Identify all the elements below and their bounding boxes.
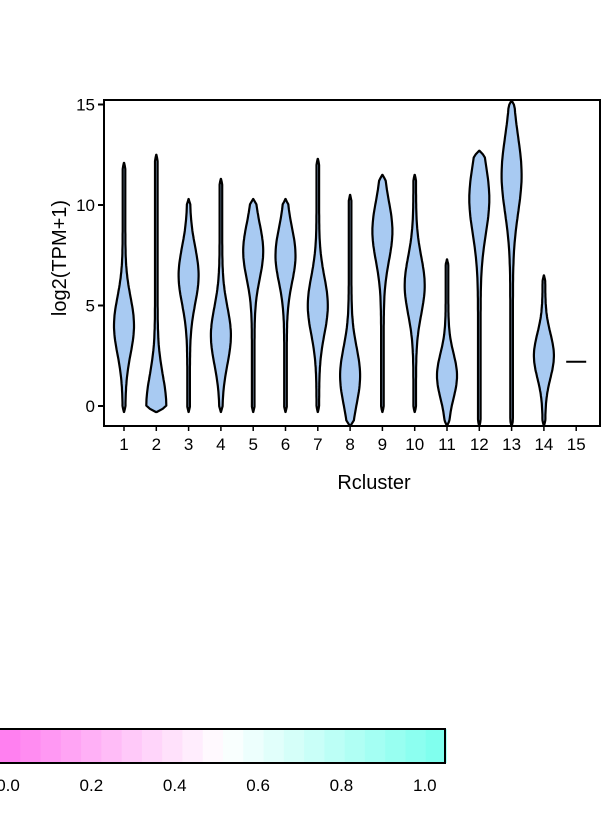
colorbar-segment	[40, 729, 62, 763]
violin-10	[403, 173, 426, 414]
colorbar-segment	[385, 729, 407, 763]
x-tick-label: 11	[438, 435, 456, 454]
x-tick-label: 8	[345, 435, 354, 454]
x-tick-label: 3	[184, 435, 193, 454]
violin-1	[112, 161, 136, 414]
colorbar-segment	[60, 729, 82, 763]
colorbar-frame	[0, 728, 446, 764]
colorbar-segment	[263, 729, 285, 763]
colorbar-segment	[182, 729, 204, 763]
colorbar-segment	[304, 729, 325, 763]
colorbar-segment	[223, 729, 244, 763]
violin-14	[532, 274, 555, 428]
violin-6	[274, 197, 297, 414]
violin-4	[209, 177, 232, 414]
x-tick-label: 13	[502, 435, 521, 454]
violin-13	[500, 99, 523, 428]
violin-9	[371, 173, 394, 414]
colorbar-segment	[20, 729, 42, 763]
x-tick-label: 15	[567, 435, 586, 454]
colorbar-tick-label: 0.4	[163, 776, 187, 795]
colorbar-segment	[324, 729, 346, 763]
colorbar-segment	[344, 729, 366, 763]
x-tick-label: 12	[470, 435, 489, 454]
x-tick-label: 5	[248, 435, 257, 454]
colorbar-segment	[405, 729, 427, 763]
violin-2	[145, 153, 168, 414]
colorbar-tick-label: 0.2	[80, 776, 104, 795]
violin-8	[339, 193, 362, 428]
x-tick-label: 9	[378, 435, 387, 454]
y-tick-label: 15	[76, 96, 95, 115]
colorbar-segment	[0, 729, 21, 763]
x-tick-label: 6	[281, 435, 290, 454]
colorbar-segment	[101, 729, 123, 763]
x-tick-label: 7	[313, 435, 322, 454]
x-axis: 1 2 3 4 5 6 7 8 9 10 11 12 13 14 15	[119, 426, 586, 454]
y-tick-label: 0	[86, 397, 95, 416]
x-tick-label: 2	[152, 435, 161, 454]
y-axis-title: log2(TPM+1)	[49, 200, 71, 316]
violin-11	[435, 258, 459, 428]
colorbar-segment	[81, 729, 102, 763]
colorbar-segment	[425, 729, 447, 763]
colorbar-segment	[141, 729, 163, 763]
y-axis: 0 5 10 15	[76, 96, 104, 416]
violin-12	[468, 149, 491, 428]
violin-7	[306, 157, 329, 414]
x-tick-label: 10	[405, 435, 424, 454]
colorbar-segment	[121, 729, 143, 763]
x-axis-title: Rcluster	[337, 472, 411, 494]
colorbar: 0.0 0.2 0.4 0.6 0.8 1.0	[0, 728, 447, 795]
y-tick-label: 10	[76, 196, 95, 215]
violin-5	[242, 197, 265, 414]
colorbar-segment	[162, 729, 184, 763]
colorbar-segment	[364, 729, 386, 763]
x-tick-label: 4	[216, 435, 225, 454]
colorbar-segment	[243, 729, 265, 763]
colorbar-tick-label: 0.0	[0, 776, 20, 795]
colorbar-segment	[283, 729, 305, 763]
x-tick-label: 1	[119, 435, 128, 454]
violins-group	[112, 99, 587, 428]
colorbar-tick-label: 0.6	[246, 776, 270, 795]
plot-frame	[103, 99, 601, 427]
x-tick-label: 14	[534, 435, 553, 454]
violin-3	[177, 197, 200, 414]
colorbar-tick-label: 1.0	[413, 776, 437, 795]
colorbar-tick-label: 0.8	[330, 776, 354, 795]
colorbar-segment	[202, 729, 224, 763]
y-tick-label: 5	[86, 297, 95, 316]
